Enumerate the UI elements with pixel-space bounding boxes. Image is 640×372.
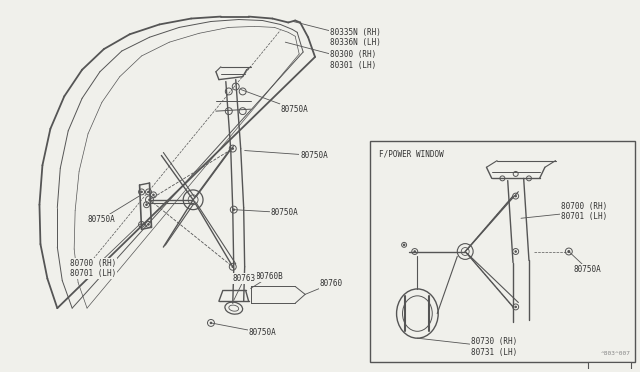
Text: 80700 (RH)
80701 (LH): 80700 (RH) 80701 (LH) [70,224,140,279]
Circle shape [148,191,149,193]
Text: 80750A: 80750A [241,89,308,114]
Circle shape [414,251,415,252]
Circle shape [141,224,142,225]
Bar [369,141,636,362]
Circle shape [403,244,405,246]
Text: 80760B: 80760B [251,272,284,288]
Text: ^803^007: ^803^007 [600,352,630,356]
Circle shape [146,204,147,205]
Circle shape [148,224,149,225]
Circle shape [515,251,516,252]
Circle shape [232,148,234,149]
Circle shape [153,194,154,196]
Text: 80750A: 80750A [211,323,276,337]
Circle shape [515,306,516,308]
Circle shape [568,250,570,253]
Text: 80750A: 80750A [244,151,328,160]
Text: 80335N (RH)
80336N (LH): 80335N (RH) 80336N (LH) [293,22,381,47]
Circle shape [210,322,212,324]
Text: 80750A: 80750A [87,196,140,224]
Text: 80300 (RH)
80301 (LH): 80300 (RH) 80301 (LH) [285,42,376,70]
Text: 80760: 80760 [305,279,343,294]
Text: 80730 (RH)
80731 (LH): 80730 (RH) 80731 (LH) [417,337,516,356]
Circle shape [515,195,516,197]
Circle shape [148,199,150,201]
Circle shape [141,191,142,193]
Circle shape [233,209,234,211]
Text: 80750A: 80750A [569,251,602,274]
Text: 80750A: 80750A [234,208,298,217]
Text: 80700 (RH)
80701 (LH): 80700 (RH) 80701 (LH) [521,202,607,221]
Text: F/POWER WINDOW: F/POWER WINDOW [380,150,444,159]
Circle shape [232,266,234,267]
Bar [588,362,631,372]
Text: 80763: 80763 [233,274,256,300]
